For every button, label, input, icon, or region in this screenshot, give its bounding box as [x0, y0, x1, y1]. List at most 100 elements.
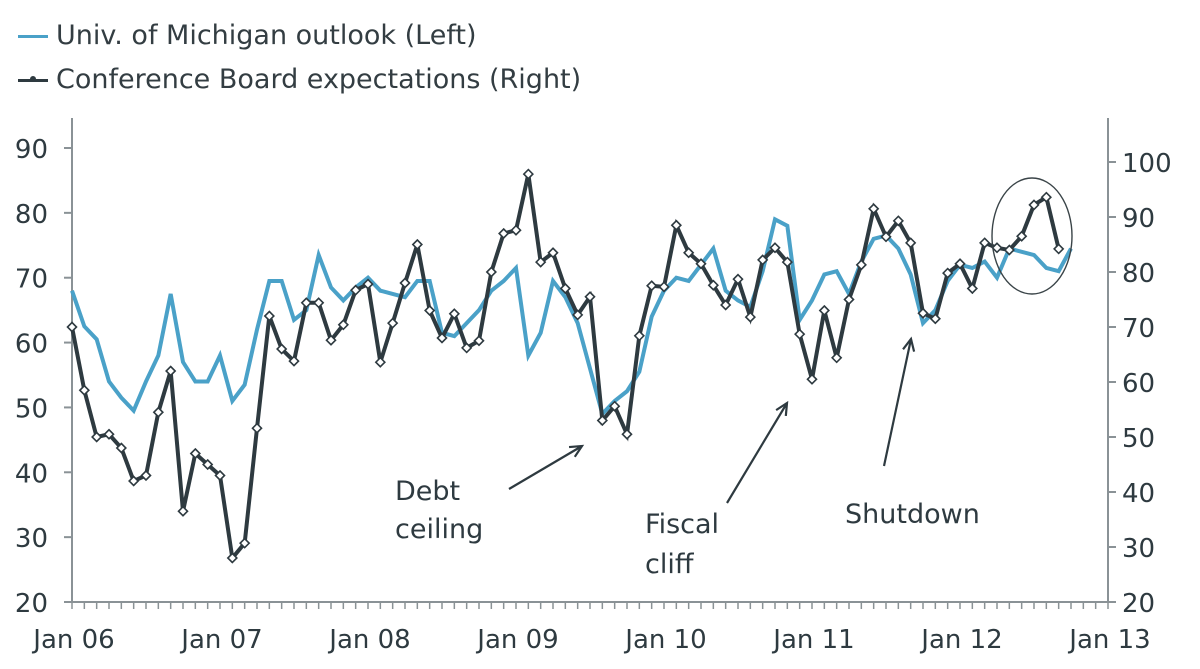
data-point-marker [448, 308, 460, 320]
data-point-marker [276, 343, 288, 355]
x-tick-label: Jan 09 [475, 625, 558, 655]
data-point-marker [91, 431, 103, 443]
annotation-debt-ceiling-line1: Debt [395, 476, 460, 507]
left-tick-label: 20 [15, 589, 48, 619]
data-point-marker [350, 284, 362, 296]
data-point-marker [103, 428, 115, 440]
data-point-marker [115, 442, 127, 454]
data-point-marker [535, 256, 547, 268]
data-point-marker [868, 203, 880, 215]
data-point-marker [473, 335, 485, 347]
left-tick-label: 70 [15, 265, 48, 295]
data-point-marker [843, 293, 855, 306]
data-point-marker [831, 352, 843, 364]
data-point-marker [633, 330, 645, 342]
data-point-marker [695, 258, 707, 270]
data-point-marker [572, 309, 584, 321]
annotation-debt-ceiling-line2: ceiling [395, 514, 483, 545]
annotation-arrow-shutdown-head [902, 336, 916, 352]
data-point-marker [584, 291, 596, 303]
data-point-marker [942, 267, 954, 279]
left-tick-label: 30 [15, 524, 48, 554]
annotation-arrow-fiscal-cliff-head [775, 400, 789, 417]
data-point-marker [646, 280, 658, 292]
data-point-marker [177, 505, 189, 517]
data-point-marker [880, 231, 892, 243]
x-tick-label: Jan 07 [179, 625, 262, 655]
data-point-marker [461, 342, 473, 354]
data-point-marker [917, 307, 929, 319]
left-tick-label: 40 [15, 459, 48, 489]
x-tick-label: Jan 08 [327, 625, 410, 655]
data-point-marker [1003, 244, 1015, 256]
data-point-marker [954, 258, 966, 270]
data-point-marker [1028, 199, 1040, 211]
right-tick-label: 80 [1122, 259, 1155, 289]
legend: Univ. of Michigan outlook (Left) Confere… [18, 14, 581, 102]
left-tick-label: 60 [15, 330, 48, 360]
data-point-marker [251, 422, 263, 434]
data-point-marker [202, 458, 214, 471]
x-tick-label: Jan 10 [623, 625, 706, 655]
data-point-marker [670, 219, 682, 231]
annotation-shutdown: Shutdown [845, 499, 980, 530]
data-point-marker [128, 475, 140, 487]
data-point-marker [732, 273, 744, 285]
data-point-marker [596, 414, 608, 427]
annotation-arrow-debt-ceiling [508, 445, 583, 490]
legend-label-conference-board: Conference Board expectations (Right) [56, 64, 582, 95]
data-point-marker [991, 242, 1003, 254]
annotation-arrow-debt-ceiling-head [568, 444, 585, 458]
axes: 20 30 40 50 60 70 80 90 20 30 40 50 60 70 80 90 100 Jan 0… [15, 118, 1172, 655]
data-point-marker [559, 282, 571, 295]
data-point-marker [189, 447, 201, 460]
data-point-marker [374, 356, 386, 368]
legend-item-conference-board: Conference Board expectations (Right) [18, 58, 581, 102]
legend-swatch-conference-board-icon [18, 63, 48, 97]
data-point-marker [769, 242, 781, 254]
data-point-marker [239, 537, 251, 549]
data-point-marker [485, 266, 497, 278]
legend-label-michigan: Univ. of Michigan outlook (Left) [56, 20, 477, 51]
data-point-marker [436, 332, 448, 344]
right-tick-label: 30 [1122, 534, 1155, 564]
data-point-marker [78, 384, 90, 396]
data-point-marker [1016, 230, 1028, 242]
data-point-marker [905, 237, 917, 249]
data-point-marker [892, 215, 904, 227]
data-point-marker [263, 310, 275, 322]
data-point-marker [399, 277, 411, 289]
left-tick-label: 50 [15, 394, 48, 424]
data-point-marker [757, 254, 769, 266]
data-point-marker [387, 317, 399, 329]
data-point-marker [1053, 243, 1065, 255]
right-tick-label: 100 [1122, 149, 1172, 179]
left-tick-label: 80 [15, 200, 48, 230]
data-point-marker [818, 304, 830, 317]
highlight-ellipse [991, 177, 1073, 295]
data-point-marker [979, 237, 991, 249]
data-point-marker [1040, 191, 1052, 203]
data-point-marker [66, 321, 78, 333]
data-point-marker [855, 259, 867, 271]
data-point-marker [966, 282, 978, 295]
data-point-marker [621, 428, 633, 440]
left-tick-label: 90 [15, 135, 48, 165]
x-tick-label: Jan 12 [919, 625, 1002, 655]
data-point-marker [522, 168, 534, 180]
annotation-arrow-shutdown [882, 338, 913, 467]
right-tick-label: 50 [1122, 424, 1155, 454]
legend-item-michigan: Univ. of Michigan outlook (Left) [18, 14, 581, 58]
data-point-marker [547, 247, 559, 259]
data-point-marker [411, 238, 423, 251]
data-point-marker [744, 311, 756, 323]
data-point-marker [325, 334, 337, 346]
data-point-marker [165, 365, 177, 377]
right-tick-label: 40 [1122, 479, 1155, 509]
annotation-arrow-fiscal-cliff [726, 402, 788, 504]
right-tick-label: 20 [1122, 589, 1155, 619]
data-point-marker [806, 373, 818, 385]
data-point-marker [929, 313, 941, 325]
data-point-marker [609, 400, 621, 412]
